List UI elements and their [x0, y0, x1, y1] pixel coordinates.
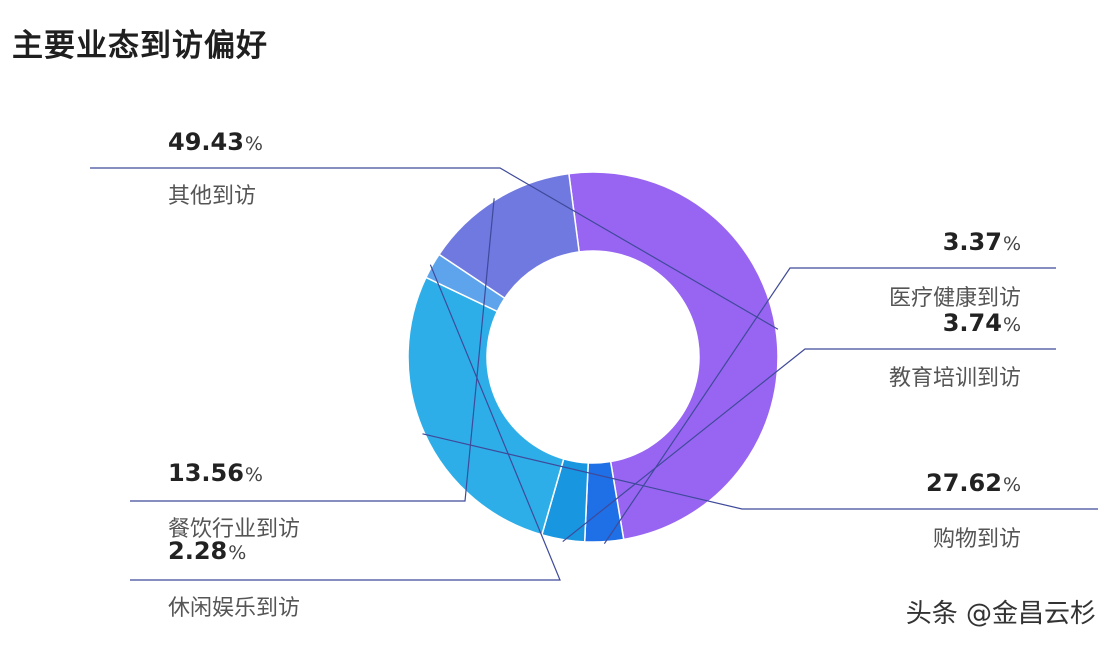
slice-label-leisure: 休闲娱乐到访	[168, 596, 301, 621]
leader-line-leisure	[130, 264, 561, 581]
leader-line-shopping	[422, 433, 1098, 510]
slice-label-medical: 医疗健康到访	[888, 286, 1021, 311]
slice-label-other: 其他到访	[168, 184, 257, 209]
pct-label-shopping: 27.62%	[926, 469, 1021, 497]
slice-label-shopping: 购物到访	[932, 527, 1021, 552]
watermark: 头条 @金昌云杉	[905, 599, 1096, 629]
pct-label-education: 3.74%	[942, 309, 1021, 337]
pct-label-medical: 3.37%	[942, 228, 1021, 256]
pct-label-other: 49.43%	[168, 128, 263, 156]
slice-dining	[438, 172, 581, 300]
slice-shopping	[407, 276, 565, 536]
slice-label-dining: 餐饮行业到访	[168, 517, 301, 542]
leader-line-medical	[603, 267, 1056, 544]
slice-label-education: 教育培训到访	[888, 366, 1021, 391]
leader-line-other	[90, 167, 779, 330]
pct-label-dining: 13.56%	[168, 459, 263, 487]
pct-label-leisure: 2.28%	[168, 537, 247, 565]
leader-line-education	[562, 348, 1056, 543]
slice-other	[568, 171, 779, 541]
chart-title: 主要业态到访偏好	[12, 28, 268, 64]
leader-line-dining	[130, 198, 495, 502]
